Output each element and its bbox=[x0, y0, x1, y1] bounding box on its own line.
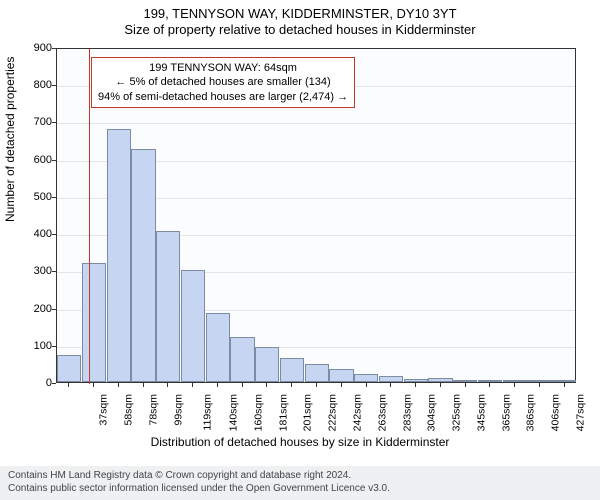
x-tick-label: 119sqm bbox=[202, 394, 214, 431]
x-tick-mark bbox=[316, 383, 317, 387]
x-tick-mark bbox=[489, 383, 490, 387]
histogram-bar bbox=[354, 374, 378, 382]
x-tick-label: 242sqm bbox=[351, 394, 363, 431]
x-tick-label: 37sqm bbox=[98, 394, 110, 426]
x-tick-mark bbox=[440, 383, 441, 387]
y-tick-label: 100 bbox=[34, 340, 52, 352]
x-tick-mark bbox=[291, 383, 292, 387]
x-tick-label: 325sqm bbox=[450, 394, 462, 431]
y-tick-label: 400 bbox=[34, 228, 52, 240]
y-tick-label: 800 bbox=[34, 79, 52, 91]
y-tick-label: 700 bbox=[34, 116, 52, 128]
x-tick-label: 58sqm bbox=[123, 394, 135, 426]
x-tick-mark bbox=[68, 383, 69, 387]
y-axis-label: Number of detached properties bbox=[3, 57, 17, 222]
y-tick-label: 600 bbox=[34, 154, 52, 166]
x-tick-mark bbox=[514, 383, 515, 387]
x-tick-label: 365sqm bbox=[500, 394, 512, 431]
annotation-line: ← 5% of detached houses are smaller (134… bbox=[98, 75, 348, 89]
histogram-bar bbox=[503, 380, 527, 382]
histogram-bar bbox=[57, 355, 81, 382]
histogram-bar bbox=[107, 129, 131, 382]
x-tick-label: 263sqm bbox=[376, 394, 388, 431]
x-tick-mark bbox=[366, 383, 367, 387]
x-axis-label: Distribution of detached houses by size … bbox=[0, 435, 600, 449]
x-tick-label: 181sqm bbox=[277, 394, 289, 431]
chart-title-subtitle: Size of property relative to detached ho… bbox=[0, 22, 600, 37]
histogram-bar bbox=[527, 380, 551, 382]
plot-area: 199 TENNYSON WAY: 64sqm← 5% of detached … bbox=[56, 48, 576, 383]
y-tick-mark bbox=[52, 383, 56, 384]
x-tick-mark bbox=[93, 383, 94, 387]
x-tick-label: 386sqm bbox=[525, 394, 537, 431]
footer-line-2: Contains public sector information licen… bbox=[8, 483, 592, 496]
histogram-bar bbox=[478, 380, 502, 382]
x-tick-mark bbox=[242, 383, 243, 387]
histogram-bar bbox=[428, 378, 452, 382]
chart-title-block: 199, TENNYSON WAY, KIDDERMINSTER, DY10 3… bbox=[0, 0, 600, 37]
histogram-bar bbox=[453, 380, 477, 382]
y-tick-label: 900 bbox=[34, 42, 52, 54]
x-tick-mark bbox=[341, 383, 342, 387]
x-tick-mark bbox=[167, 383, 168, 387]
footer-attribution: Contains HM Land Registry data © Crown c… bbox=[0, 466, 600, 500]
histogram-bar bbox=[230, 337, 254, 382]
histogram-bar bbox=[156, 231, 180, 382]
y-tick-label: 200 bbox=[34, 303, 52, 315]
x-tick-label: 304sqm bbox=[426, 394, 438, 431]
x-tick-mark bbox=[143, 383, 144, 387]
x-tick-mark bbox=[118, 383, 119, 387]
chart-container: Number of detached properties 0100200300… bbox=[0, 40, 600, 445]
chart-title-address: 199, TENNYSON WAY, KIDDERMINSTER, DY10 3… bbox=[0, 6, 600, 21]
x-tick-label: 345sqm bbox=[475, 394, 487, 431]
x-tick-label: 222sqm bbox=[327, 394, 339, 431]
x-tick-label: 78sqm bbox=[147, 394, 159, 426]
x-tick-label: 201sqm bbox=[302, 394, 314, 431]
x-tick-mark bbox=[465, 383, 466, 387]
y-tick-label: 300 bbox=[34, 265, 52, 277]
histogram-bar bbox=[181, 270, 205, 382]
annotation-line: 199 TENNYSON WAY: 64sqm bbox=[98, 61, 348, 75]
histogram-bar bbox=[82, 263, 106, 382]
x-tick-mark bbox=[192, 383, 193, 387]
x-tick-mark bbox=[266, 383, 267, 387]
histogram-bar bbox=[206, 313, 230, 382]
histogram-bar bbox=[280, 358, 304, 382]
annotation-line: 94% of semi-detached houses are larger (… bbox=[98, 90, 348, 104]
x-tick-mark bbox=[217, 383, 218, 387]
x-tick-mark bbox=[539, 383, 540, 387]
histogram-bar bbox=[305, 364, 329, 382]
gridline bbox=[57, 123, 575, 124]
y-tick-label: 500 bbox=[34, 191, 52, 203]
histogram-bar bbox=[329, 369, 353, 382]
x-tick-label: 283sqm bbox=[401, 394, 413, 431]
x-tick-label: 406sqm bbox=[549, 394, 561, 431]
x-tick-label: 427sqm bbox=[574, 394, 586, 431]
histogram-bar bbox=[255, 347, 279, 382]
x-tick-mark bbox=[390, 383, 391, 387]
histogram-bar bbox=[552, 380, 576, 382]
x-tick-label: 140sqm bbox=[228, 394, 240, 431]
histogram-bar bbox=[131, 149, 155, 382]
x-tick-mark bbox=[564, 383, 565, 387]
histogram-bar bbox=[379, 376, 403, 382]
footer-line-1: Contains HM Land Registry data © Crown c… bbox=[8, 470, 592, 483]
x-tick-mark bbox=[415, 383, 416, 387]
histogram-bar bbox=[404, 379, 428, 382]
x-tick-label: 99sqm bbox=[172, 394, 184, 426]
x-tick-label: 160sqm bbox=[252, 394, 264, 431]
annotation-box: 199 TENNYSON WAY: 64sqm← 5% of detached … bbox=[91, 57, 355, 108]
